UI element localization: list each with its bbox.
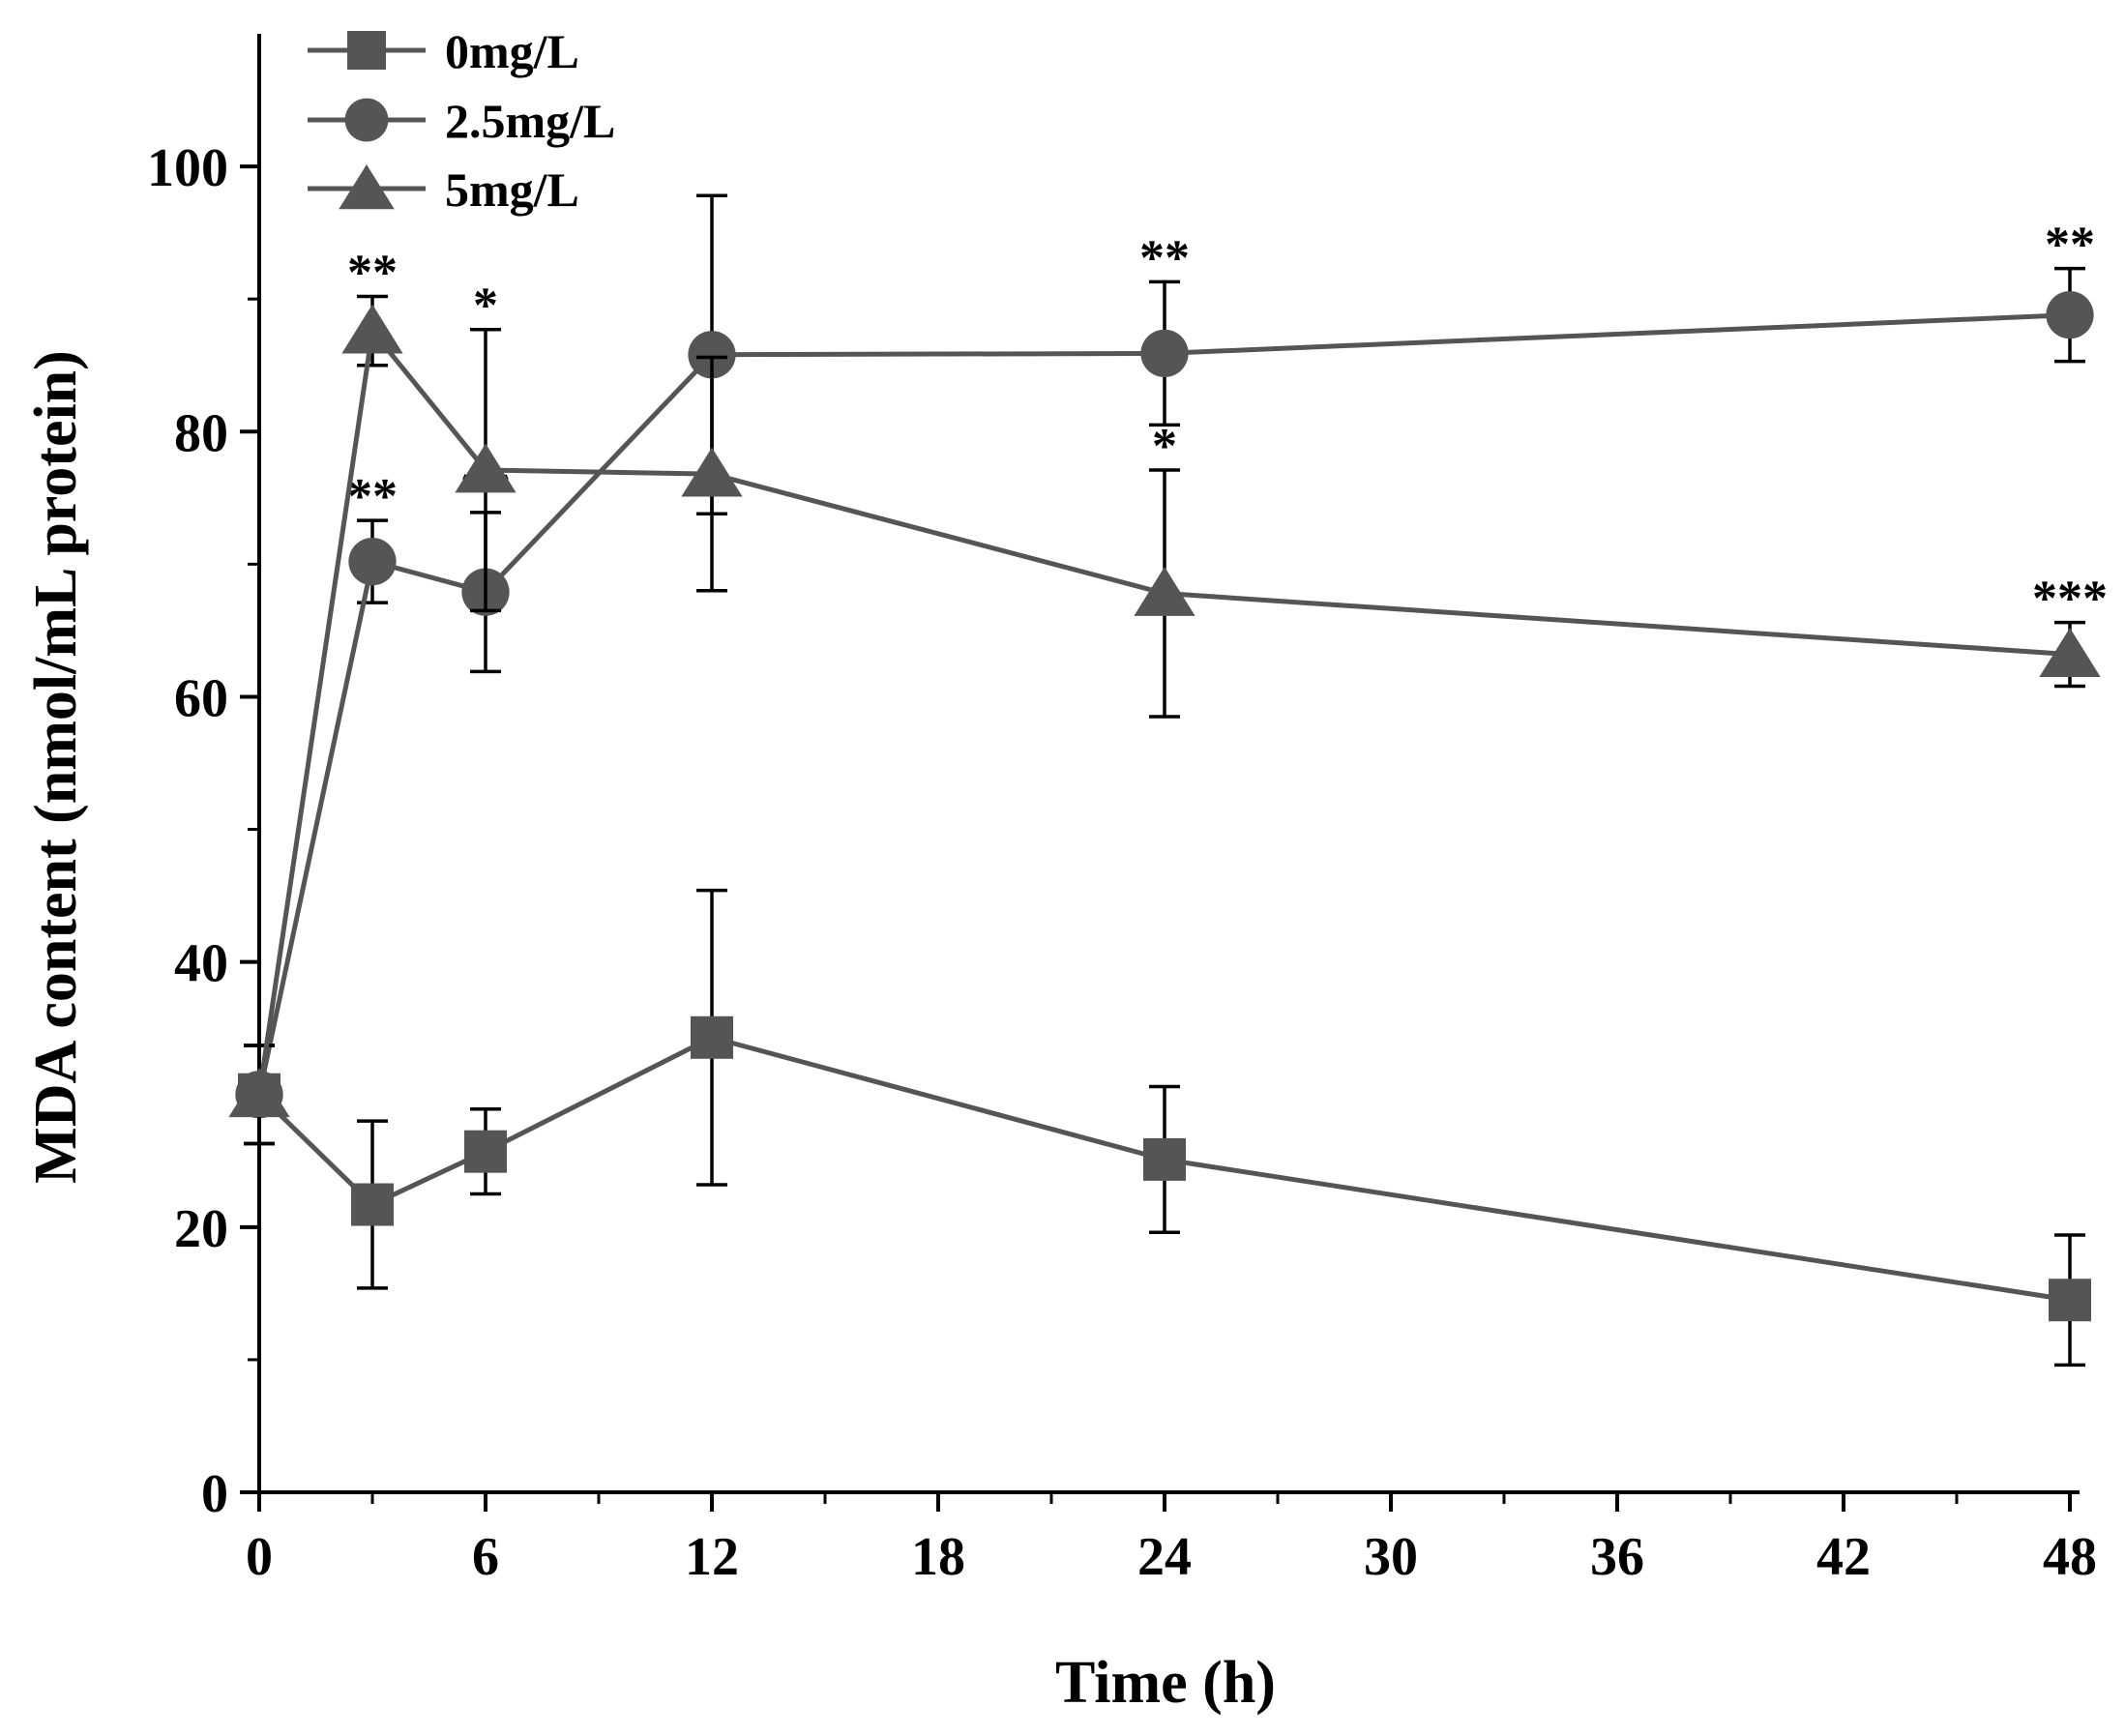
data-point bbox=[351, 1183, 394, 1226]
data-point bbox=[1134, 567, 1195, 616]
data-point bbox=[688, 331, 736, 379]
y-axis-title: MDA content (nmol/mL protein) bbox=[23, 350, 89, 1184]
y-tick-label: 100 bbox=[147, 138, 228, 198]
x-tick-label: 18 bbox=[911, 1527, 965, 1587]
legend-item: 2.5mg/L bbox=[308, 94, 615, 148]
data-point bbox=[348, 537, 397, 586]
series-triangle: ******* bbox=[228, 245, 2108, 1146]
x-tick-label: 48 bbox=[2043, 1527, 2097, 1587]
data-point bbox=[2049, 1279, 2091, 1322]
legend-marker-square bbox=[347, 31, 386, 70]
significance-label: ** bbox=[2045, 218, 2095, 273]
data-point bbox=[2039, 628, 2101, 677]
y-tick-label: 80 bbox=[174, 403, 228, 463]
y-tick-label: 40 bbox=[174, 934, 228, 994]
significance-label: ** bbox=[1139, 230, 1190, 285]
legend: 0mg/L 2.5mg/L 5mg/L bbox=[308, 24, 615, 217]
significance-label: *** bbox=[2032, 572, 2108, 627]
x-tick-label: 30 bbox=[1364, 1527, 1418, 1587]
x-tick-label: 42 bbox=[1816, 1527, 1871, 1587]
data-point bbox=[1143, 1137, 1186, 1181]
legend-item: 5mg/L bbox=[308, 162, 579, 217]
x-tick-label: 12 bbox=[685, 1527, 739, 1587]
data-point bbox=[1140, 329, 1189, 378]
data-point bbox=[464, 1130, 507, 1173]
x-tick-label: 0 bbox=[246, 1527, 273, 1587]
x-axis-title: Time (h) bbox=[1055, 1650, 1276, 1716]
significance-label: ** bbox=[347, 469, 398, 524]
data-point bbox=[228, 1068, 290, 1118]
legend-item: 0mg/L bbox=[308, 24, 579, 78]
legend-label: 5mg/L bbox=[445, 162, 579, 217]
x-tick-label: 24 bbox=[1137, 1527, 1192, 1587]
series-line bbox=[256, 328, 2071, 1096]
data-point bbox=[681, 447, 743, 497]
data-point bbox=[455, 443, 516, 493]
y-tick-label: 20 bbox=[174, 1199, 228, 1259]
plot-area: *************** bbox=[228, 193, 2108, 1368]
significance-label: * bbox=[1152, 419, 1177, 474]
data-point bbox=[691, 1015, 733, 1059]
y-tick-label: 0 bbox=[201, 1464, 228, 1524]
legend-marker-triangle bbox=[339, 164, 395, 210]
data-point bbox=[341, 304, 403, 354]
series-square bbox=[238, 888, 2091, 1368]
legend-label: 2.5mg/L bbox=[445, 94, 615, 148]
legend-label: 0mg/L bbox=[445, 24, 579, 78]
y-tick-label: 60 bbox=[174, 668, 228, 728]
significance-label: ** bbox=[347, 245, 398, 300]
x-tick-label: 36 bbox=[1590, 1527, 1644, 1587]
axes: 0 20 40 60 80 100 0 6 12 18 24 30 36 42 48 bbox=[147, 34, 2097, 1587]
x-tick-label: 6 bbox=[472, 1527, 499, 1587]
data-point bbox=[2046, 290, 2094, 339]
significance-label: * bbox=[473, 279, 498, 334]
legend-marker-circle bbox=[344, 98, 389, 142]
